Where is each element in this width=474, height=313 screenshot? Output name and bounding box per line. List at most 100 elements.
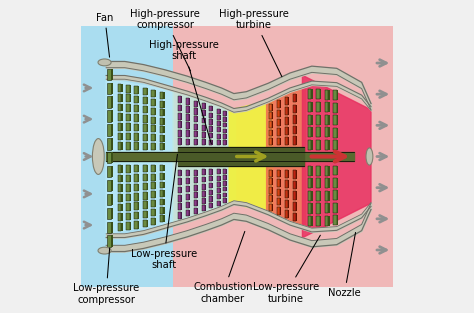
Bar — [107, 83, 111, 94]
Bar — [135, 95, 138, 103]
Bar — [130, 184, 131, 192]
Bar — [333, 215, 337, 225]
Bar — [217, 134, 220, 139]
Bar — [178, 130, 181, 136]
Bar — [130, 175, 131, 182]
Text: Nozzle: Nozzle — [328, 233, 361, 298]
Bar — [308, 115, 311, 125]
Bar — [280, 179, 281, 187]
Bar — [111, 222, 113, 233]
Bar — [277, 170, 280, 177]
Bar — [189, 194, 190, 200]
Bar — [220, 169, 221, 174]
Bar — [160, 143, 164, 150]
Bar — [292, 213, 296, 221]
Bar — [118, 223, 121, 231]
Bar — [220, 134, 221, 139]
Bar — [201, 198, 205, 204]
Bar — [285, 117, 288, 125]
Bar — [189, 131, 190, 137]
Bar — [138, 203, 139, 210]
Bar — [277, 179, 280, 187]
Bar — [320, 89, 321, 100]
Bar — [269, 112, 272, 119]
Bar — [269, 170, 272, 177]
Bar — [316, 178, 320, 188]
Bar — [212, 176, 213, 182]
Bar — [138, 133, 139, 141]
Bar — [194, 170, 197, 176]
Bar — [308, 127, 311, 137]
Bar — [135, 203, 138, 210]
Bar — [285, 200, 288, 208]
Bar — [320, 216, 321, 226]
Bar — [212, 106, 213, 111]
Bar — [210, 126, 212, 131]
Bar — [288, 137, 289, 145]
Bar — [118, 175, 121, 182]
Bar — [226, 169, 227, 174]
Bar — [151, 125, 155, 132]
Bar — [308, 178, 311, 188]
Bar — [320, 115, 321, 125]
Bar — [146, 202, 148, 209]
Bar — [197, 170, 198, 176]
Bar — [143, 106, 146, 113]
Bar — [316, 191, 320, 201]
Bar — [210, 106, 212, 111]
Bar — [81, 26, 393, 287]
Bar — [130, 213, 131, 220]
Bar — [220, 115, 221, 120]
Bar — [311, 216, 313, 226]
Bar — [201, 169, 205, 175]
Bar — [285, 127, 288, 135]
Polygon shape — [302, 75, 371, 238]
Bar — [320, 203, 321, 213]
Bar — [194, 200, 197, 206]
Bar — [118, 213, 121, 221]
Bar — [292, 192, 296, 200]
Bar — [337, 115, 338, 125]
Bar — [121, 194, 123, 202]
Bar — [118, 184, 121, 192]
Bar — [107, 194, 111, 205]
Bar — [210, 119, 212, 125]
Bar — [130, 165, 131, 172]
Bar — [186, 170, 189, 176]
Bar — [212, 169, 213, 175]
Bar — [146, 211, 148, 218]
Bar — [189, 98, 190, 105]
Bar — [126, 175, 130, 182]
Bar — [130, 222, 131, 230]
Bar — [111, 235, 113, 247]
Bar — [277, 119, 280, 126]
Bar — [325, 216, 328, 226]
Bar — [151, 116, 155, 124]
Text: Combustion
chamber: Combustion chamber — [193, 231, 253, 304]
Bar — [189, 170, 190, 176]
Bar — [197, 200, 198, 206]
Bar — [155, 116, 156, 124]
Bar — [292, 94, 296, 102]
Bar — [138, 105, 139, 112]
Bar — [181, 96, 182, 103]
Bar — [333, 190, 337, 200]
Bar — [292, 202, 296, 211]
Bar — [320, 102, 321, 112]
Bar — [201, 177, 205, 182]
Bar — [194, 192, 197, 198]
Bar — [146, 124, 148, 132]
Bar — [121, 223, 123, 231]
Bar — [205, 198, 206, 204]
Bar — [111, 152, 113, 163]
Bar — [337, 90, 338, 100]
Bar — [226, 181, 227, 186]
Bar — [160, 182, 164, 188]
Bar — [121, 213, 123, 221]
Bar — [155, 108, 156, 115]
Bar — [217, 140, 220, 145]
Bar — [337, 203, 338, 213]
Bar — [201, 191, 205, 197]
Bar — [178, 96, 181, 103]
Bar — [277, 207, 280, 215]
